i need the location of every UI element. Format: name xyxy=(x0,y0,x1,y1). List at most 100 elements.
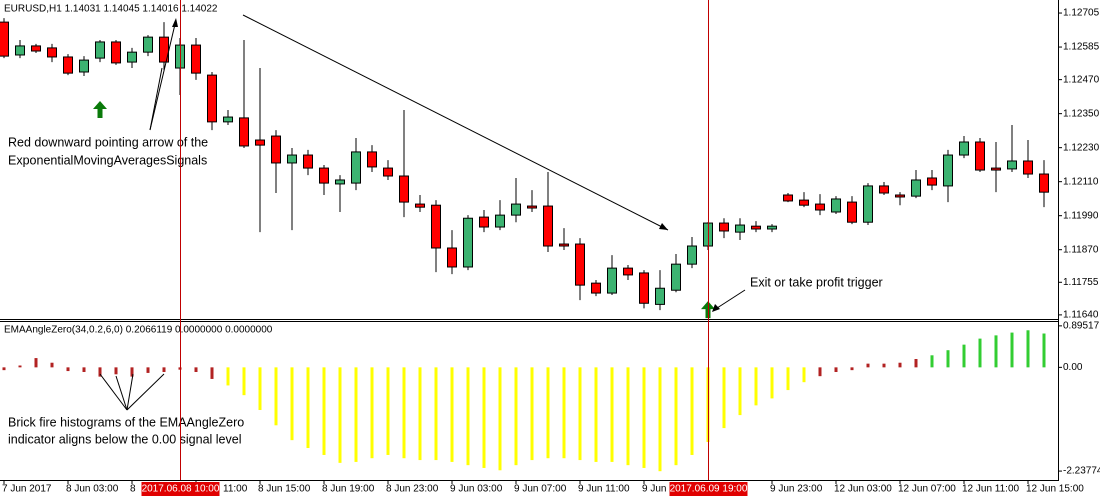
histogram-bar xyxy=(50,362,54,368)
histogram-bar xyxy=(818,367,822,377)
signal-arrow xyxy=(93,100,107,118)
candle-body xyxy=(639,272,649,304)
x-tick-label: 9 Jun 11:00 xyxy=(578,484,630,495)
candle-body xyxy=(191,44,201,74)
histogram-bar xyxy=(466,367,470,466)
histogram-bar xyxy=(802,367,806,383)
candle-body xyxy=(335,179,345,185)
histogram-bar xyxy=(530,367,534,461)
histogram-bar xyxy=(114,367,118,375)
candle-body xyxy=(879,185,889,194)
x-tick-label: 8 Jun 15:00 xyxy=(258,484,311,495)
histogram-bar xyxy=(674,367,678,466)
candle-body xyxy=(671,263,681,291)
histogram-bar xyxy=(914,359,918,368)
histogram-bar xyxy=(882,363,886,368)
histogram-bar xyxy=(130,367,134,377)
y-tick-label: 1.12705 xyxy=(1063,8,1100,19)
histogram-bar xyxy=(418,367,422,461)
candle-body xyxy=(927,177,937,186)
candle-body xyxy=(1007,160,1017,170)
x-tick-label: 8 Jun 19:00 xyxy=(322,484,375,495)
candle-body xyxy=(623,267,633,276)
candle-body xyxy=(95,41,105,59)
histogram-bar xyxy=(450,367,454,462)
histogram-bar xyxy=(546,367,550,459)
marker-label-box xyxy=(669,482,748,496)
candle-body xyxy=(527,205,537,209)
histogram-bar xyxy=(306,367,310,449)
histogram-bar xyxy=(658,367,662,472)
candle-body xyxy=(143,36,153,53)
candle-body xyxy=(287,154,297,164)
candle-body xyxy=(63,56,73,74)
candle-body xyxy=(1023,160,1033,175)
candle-body xyxy=(559,243,569,247)
candle-body xyxy=(735,224,745,233)
histogram-bar xyxy=(1042,333,1046,368)
histogram-bar xyxy=(562,367,566,459)
candle-body xyxy=(783,194,793,202)
histogram-bar xyxy=(738,367,742,416)
candle-body xyxy=(1039,173,1049,193)
candle-body xyxy=(655,287,665,305)
callout-line xyxy=(126,373,134,411)
histogram-bar xyxy=(402,367,406,459)
annotation: Brick fire histograms of the EMAAngleZer… xyxy=(8,415,244,429)
x-tick-label: 12 Jun 11:00 xyxy=(962,484,1020,495)
candle-body xyxy=(751,225,761,230)
x-tick-label: 9 Jun 07:00 xyxy=(514,484,567,495)
histogram-bar xyxy=(386,367,390,455)
candle-body xyxy=(815,203,825,211)
histogram-bar xyxy=(338,367,342,463)
candle-body xyxy=(399,175,409,203)
candle-body xyxy=(719,222,729,232)
annotation: ExponentialMovingAveragesSignals xyxy=(8,153,207,167)
candle-body xyxy=(127,51,137,63)
candle-body xyxy=(415,203,425,208)
histogram-bar xyxy=(962,344,966,368)
candle-body xyxy=(479,216,489,228)
histogram-bar xyxy=(786,367,790,391)
candle-body xyxy=(959,141,969,156)
histogram-bar xyxy=(1026,330,1030,368)
marks xyxy=(0,18,1049,472)
histogram-bar xyxy=(194,367,198,372)
histogram-bar xyxy=(978,338,982,368)
histogram-bar xyxy=(226,367,230,386)
y-tick-label: -2.237740 xyxy=(1063,466,1100,477)
candle-body xyxy=(271,135,281,164)
x-tick-label: 9 Jun xyxy=(642,484,666,495)
histogram-bar xyxy=(2,367,6,371)
histogram-bar xyxy=(370,367,374,459)
candle-body xyxy=(607,267,617,294)
histogram-bar xyxy=(610,367,614,462)
candle-body xyxy=(239,117,249,147)
y-tick-label: 1.12470 xyxy=(1063,74,1100,85)
histogram-bar xyxy=(898,362,902,368)
candle-body xyxy=(31,45,41,52)
marker-label: 2017.06.08 10:00 xyxy=(142,484,220,495)
candle-body xyxy=(431,204,441,249)
histogram-bar xyxy=(994,335,998,368)
arrow-head xyxy=(172,18,178,27)
candle-body xyxy=(47,47,57,58)
histogram-bar xyxy=(258,367,262,411)
histogram-bar xyxy=(754,367,758,406)
x-tick-label: 8 Jun 23:00 xyxy=(386,484,439,495)
histogram-bar xyxy=(770,367,774,399)
candle-body xyxy=(207,74,217,123)
y-tick-label: 1.11640 xyxy=(1063,310,1099,321)
candle-body xyxy=(591,282,601,294)
y-tick-label: 1.11755 xyxy=(1063,277,1099,288)
x-tick-label: 12 Jun 15:00 xyxy=(1026,484,1084,495)
candle-body xyxy=(799,199,809,206)
histogram-bar xyxy=(210,367,214,379)
candle-body xyxy=(351,151,361,184)
candle-body xyxy=(687,245,697,265)
x-tick-label: 11:00 xyxy=(223,484,248,495)
candle-body xyxy=(543,205,553,247)
histogram-bar xyxy=(722,367,726,429)
x-tick-label: 8 xyxy=(130,484,136,495)
